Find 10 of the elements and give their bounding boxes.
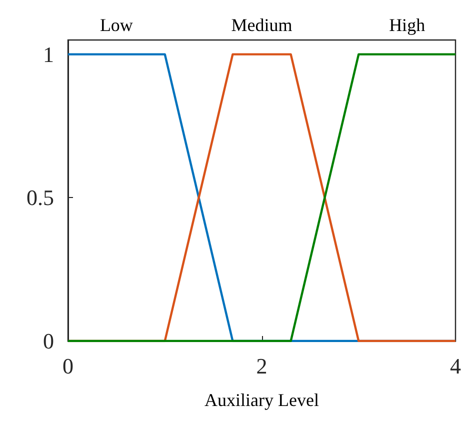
y-tick-label: 1 bbox=[43, 42, 54, 67]
y-tick-label: 0.5 bbox=[26, 185, 54, 210]
x-tick-label: 0 bbox=[62, 354, 74, 378]
x-tick-label: 4 bbox=[450, 354, 461, 378]
x-axis-title: Auxiliary Level bbox=[204, 390, 319, 410]
series-label: High bbox=[389, 15, 426, 35]
y-tick-label: 0 bbox=[43, 328, 54, 354]
series-label: Medium bbox=[231, 15, 292, 35]
series-label: Low bbox=[100, 15, 133, 35]
x-tick-label: 2 bbox=[256, 354, 268, 378]
